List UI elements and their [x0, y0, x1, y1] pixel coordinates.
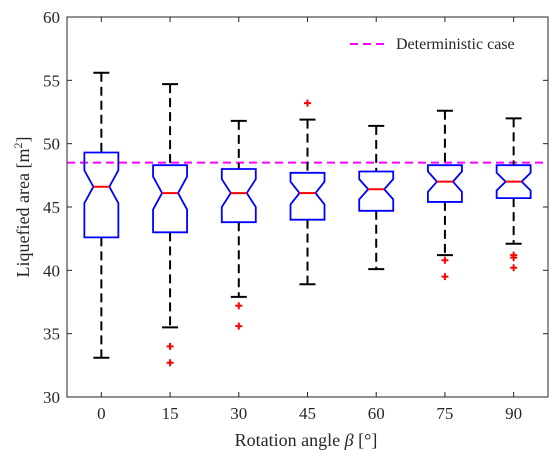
outlier-marker	[441, 256, 449, 264]
outlier-marker	[510, 254, 518, 262]
box-15	[152, 83, 188, 367]
axes-frame	[66, 16, 549, 398]
notched-box	[495, 164, 532, 200]
legend: Deterministic case	[350, 36, 515, 53]
notched-box	[289, 171, 326, 221]
notched-box	[220, 168, 257, 224]
box-30	[220, 119, 257, 330]
box-75	[427, 109, 463, 281]
y-tick-label: 60	[43, 8, 60, 27]
box-0	[83, 71, 120, 359]
notched-box	[152, 164, 188, 234]
x-tick-label: 45	[299, 404, 316, 423]
x-axis-label: Rotation angle β [°]	[235, 430, 378, 450]
x-tick-label: 0	[97, 404, 106, 423]
outlier-marker	[235, 302, 243, 310]
outlier-marker	[166, 359, 174, 367]
outlier-marker	[441, 273, 449, 281]
outlier-marker	[510, 264, 518, 272]
box-45	[289, 99, 326, 286]
legend-label: Deterministic case	[396, 36, 515, 53]
y-tick-label: 45	[43, 198, 60, 217]
outlier-marker	[235, 322, 243, 330]
y-axis-label: Liquefied area [m2]	[11, 137, 33, 278]
x-tick-label: 75	[436, 404, 453, 423]
plot-area	[67, 71, 548, 367]
x-tick-label: 30	[230, 404, 247, 423]
box-90	[495, 117, 532, 272]
x-tick-label: 90	[505, 404, 522, 423]
box-60	[358, 124, 395, 271]
notched-box	[358, 170, 395, 212]
outlier-marker	[166, 342, 174, 350]
axes: 30 35 40 45 50 55 60 0 15 30 45 60 75 90	[43, 8, 549, 423]
x-tick-label: 60	[368, 404, 385, 423]
x-axis-label-symbol: β	[344, 430, 354, 450]
y-tick-label: 30	[43, 388, 60, 407]
x-tick-label: 15	[162, 404, 179, 423]
notched-box	[83, 151, 120, 239]
y-axis-label-sup: 2	[11, 143, 25, 149]
y-tick-label: 50	[43, 135, 60, 154]
outlier-marker	[304, 99, 311, 107]
notched-box	[427, 164, 463, 203]
y-tick-label: 40	[43, 261, 60, 280]
y-tick-label: 35	[43, 325, 60, 344]
y-tick-label: 55	[43, 71, 60, 90]
